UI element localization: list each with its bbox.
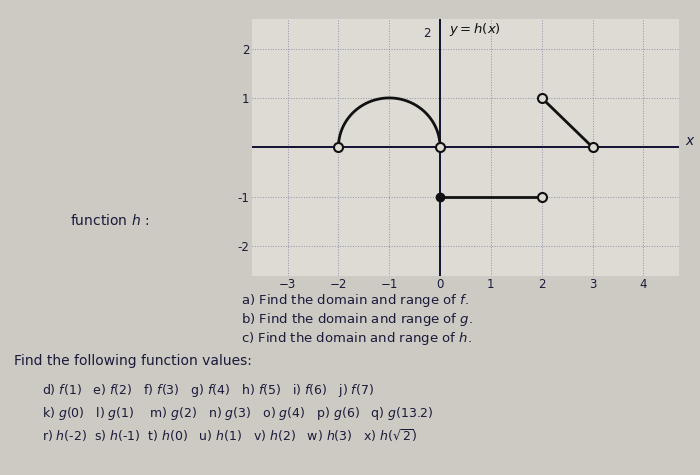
Text: function $h$ :: function $h$ : [70,213,149,228]
Text: $2$: $2$ [423,27,431,40]
Text: c) Find the domain and range of $h$.: c) Find the domain and range of $h$. [241,330,472,347]
Text: Find the following function values:: Find the following function values: [14,354,252,368]
Text: $y = h(x)$: $y = h(x)$ [449,21,501,38]
Text: k) $g$(0)   l) $g$(1)    m) $g$(2)   n) $g$(3)   o) $g$(4)   p) $g$(6)   q) $g$(: k) $g$(0) l) $g$(1) m) $g$(2) n) $g$(3) … [42,405,433,422]
Text: r) $h$(-2)  s) $h$(-1)  t) $h$(0)   u) $h$(1)   v) $h$(2)   w) $h$(3)   x) $h$($: r) $h$(-2) s) $h$(-1) t) $h$(0) u) $h$(1… [42,428,417,444]
Text: b) Find the domain and range of $g$.: b) Find the domain and range of $g$. [241,311,473,328]
Text: a) Find the domain and range of $f$.: a) Find the domain and range of $f$. [241,292,470,309]
Text: $x$: $x$ [685,134,696,148]
Text: d) $f$(1)   e) $f$(2)   f) $f$(3)   g) $f$(4)   h) $f$(5)   i) $f$(6)   j) $f$(7: d) $f$(1) e) $f$(2) f) $f$(3) g) $f$(4) … [42,382,374,399]
